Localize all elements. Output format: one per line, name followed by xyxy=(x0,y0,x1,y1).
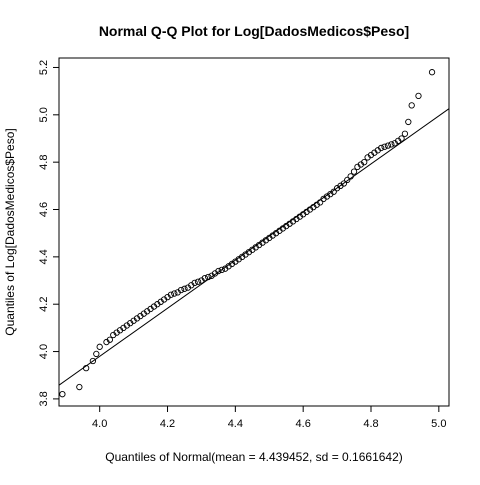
data-point xyxy=(167,291,175,298)
data-point xyxy=(171,290,178,297)
plot-frame xyxy=(58,57,450,407)
data-point xyxy=(201,275,208,282)
data-point xyxy=(350,168,358,175)
data-point xyxy=(218,266,225,274)
x-tick-label: 5.0 xyxy=(431,418,446,430)
data-point xyxy=(93,350,100,358)
x-tick-label: 4.6 xyxy=(296,418,311,430)
y-tick-label: 4.8 xyxy=(38,155,50,170)
data-point xyxy=(89,357,97,365)
y-tick-label: 5.2 xyxy=(38,60,50,75)
x-axis-label: Quantiles of Normal(mean = 4.439452, sd … xyxy=(105,450,403,464)
data-point xyxy=(344,176,351,184)
y-tick-label: 4.6 xyxy=(38,202,50,217)
data-point xyxy=(381,143,388,150)
y-tick-label: 4.4 xyxy=(38,249,50,264)
data-point xyxy=(347,173,354,180)
x-tick-label: 4.4 xyxy=(228,418,243,430)
data-point xyxy=(215,267,222,275)
data-point xyxy=(408,102,415,109)
chart-title: Normal Q-Q Plot for Log[DadosMedicos$Pes… xyxy=(99,23,409,39)
reference-line xyxy=(58,108,450,386)
data-point xyxy=(378,144,385,152)
data-point xyxy=(428,69,436,76)
axes-group: 4.0 4.2 4.4 4.6 4.8 5.0 3.8 4.0 4.2 4.4 4.6 4.8 5.0 5… xyxy=(38,60,446,430)
x-tick-label: 4.2 xyxy=(160,418,175,430)
data-point xyxy=(398,135,405,142)
data-point xyxy=(76,383,83,391)
data-point xyxy=(205,273,212,281)
y-tick-label: 3.8 xyxy=(38,391,50,406)
data-point xyxy=(106,336,114,343)
x-tick-label: 4.0 xyxy=(92,418,107,430)
y-axis-label: Quantiles of Log[DadosMedicos$Peso] xyxy=(3,128,17,335)
data-point xyxy=(181,285,188,292)
data-point xyxy=(388,141,395,148)
data-point xyxy=(316,199,324,206)
data-point xyxy=(177,286,185,294)
data-point xyxy=(401,130,409,137)
data-point xyxy=(82,364,90,372)
data-point xyxy=(330,188,337,195)
points-group xyxy=(59,69,436,398)
data-point xyxy=(415,92,422,100)
y-tick-label: 4.2 xyxy=(38,297,50,312)
y-tick-label: 5.0 xyxy=(38,107,50,122)
data-point xyxy=(384,142,392,149)
data-point xyxy=(405,118,412,126)
data-point xyxy=(59,391,66,398)
data-point xyxy=(194,278,202,285)
x-tick-label: 4.8 xyxy=(363,418,378,430)
reference-line-group xyxy=(58,108,450,386)
y-tick-label: 4.0 xyxy=(38,344,50,359)
data-point xyxy=(191,279,198,287)
data-point xyxy=(361,159,368,166)
data-point xyxy=(340,180,348,187)
data-point xyxy=(96,343,103,350)
